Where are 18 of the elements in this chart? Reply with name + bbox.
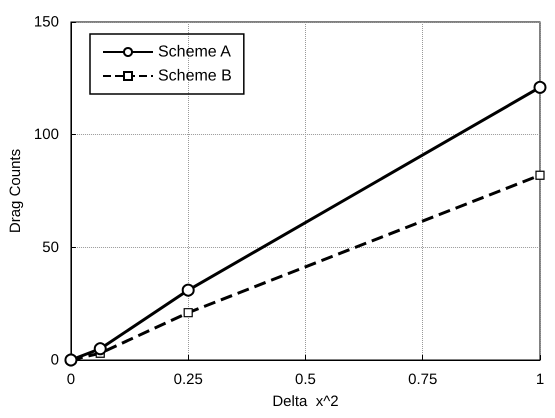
x-tick-label: 0.25 (174, 371, 203, 388)
x-tick-label: 0.75 (408, 371, 438, 388)
x-tick-label: 0.5 (295, 371, 316, 388)
x-tick-label: 0 (66, 371, 76, 388)
legend-label: Scheme B (158, 68, 232, 84)
legend-label: Scheme A (158, 44, 232, 60)
y-tick-label: 50 (42, 238, 59, 256)
y-tick-label: 100 (34, 126, 59, 144)
y-tick-label: 0 (50, 352, 59, 368)
point (182, 284, 195, 297)
point (535, 170, 545, 180)
point (184, 308, 193, 318)
x-axis-title: Delta x^2 (272, 393, 339, 410)
y-axis-title: Drag Counts (7, 148, 24, 234)
point (94, 342, 107, 356)
point (534, 80, 546, 94)
x-tick-label: 1 (536, 371, 544, 388)
y-tick-label: 150 (34, 14, 59, 30)
